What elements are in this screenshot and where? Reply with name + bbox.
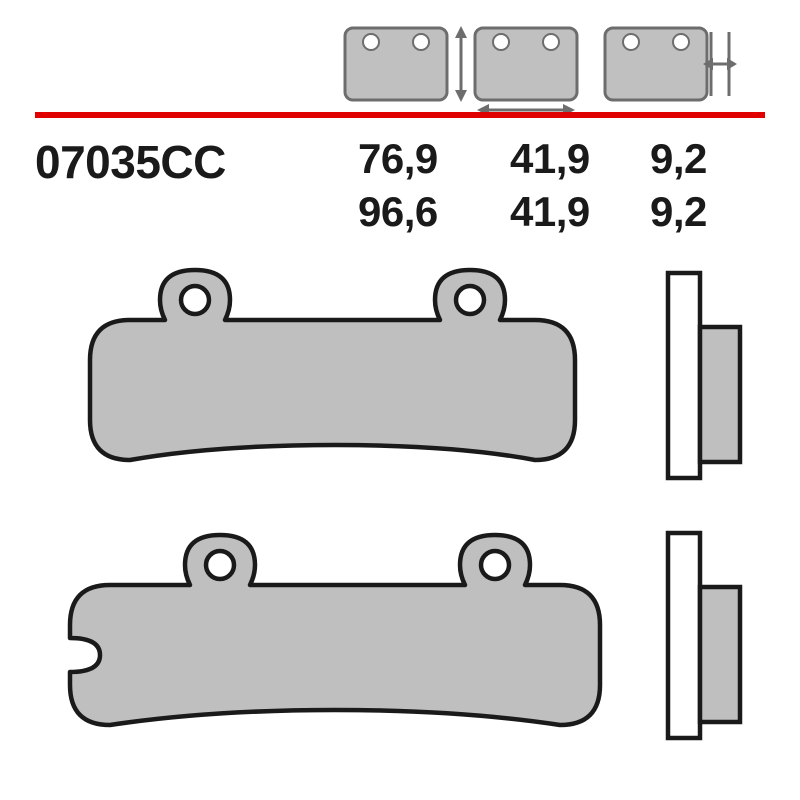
brake-pad-bottom-profile: [660, 525, 760, 750]
brake-pad-top-profile: [660, 265, 760, 490]
brake-pad-bottom-front: [30, 520, 640, 750]
brake-pad-top-front: [55, 260, 615, 490]
dim-r1-c2: 9,2: [650, 188, 707, 236]
dim-r1-c1: 41,9: [510, 188, 590, 236]
header-dimension-icons: [0, 0, 800, 112]
dim-r0-c1: 41,9: [510, 135, 590, 183]
section-divider: [35, 112, 765, 118]
diagram-canvas: 07035CC 76,9 41,9 9,2 96,6 41,9 9,2: [0, 0, 800, 800]
dim-r1-c0: 96,6: [358, 188, 438, 236]
dim-r0-c0: 76,9: [358, 135, 438, 183]
part-number: 07035CC: [35, 135, 226, 189]
dim-r0-c2: 9,2: [650, 135, 707, 183]
